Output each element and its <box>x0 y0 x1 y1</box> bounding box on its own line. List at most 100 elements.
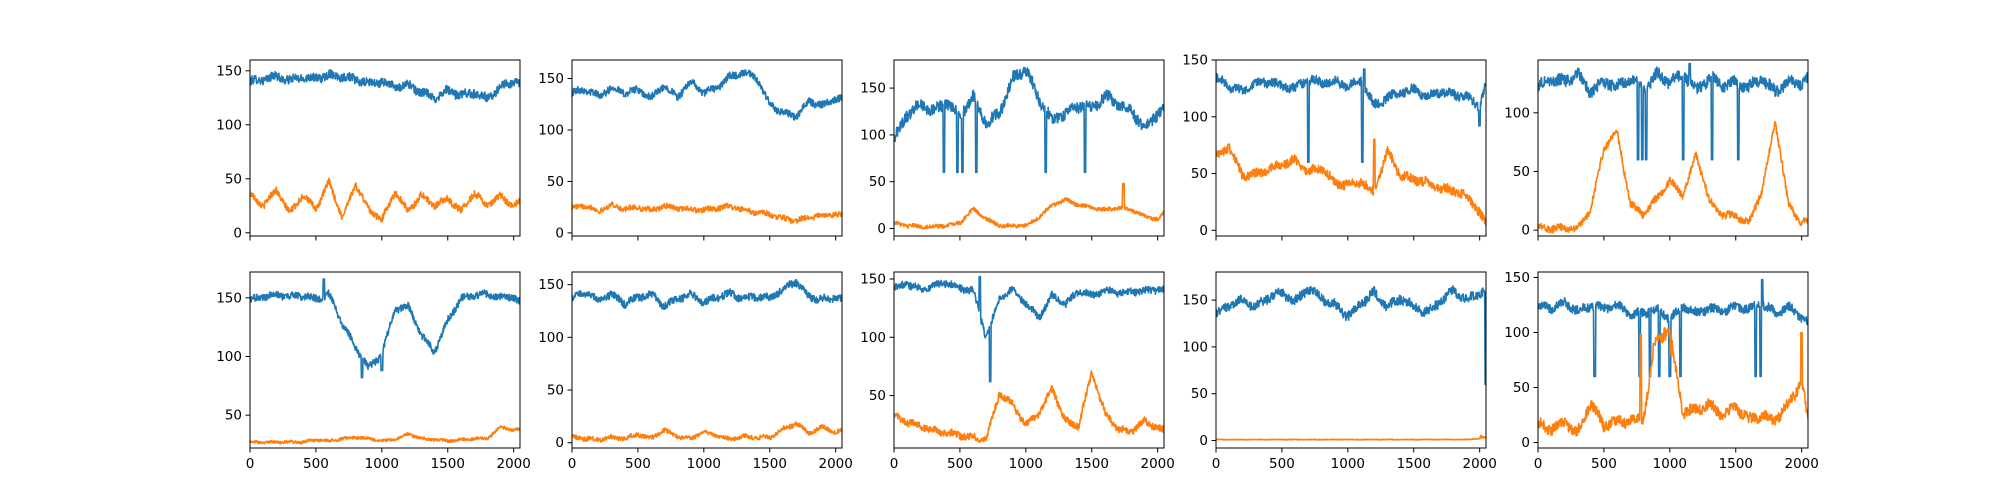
y-tick-label: 100 <box>1504 105 1530 121</box>
x-tick-label: 2000 <box>496 456 530 472</box>
series-line-1 <box>1216 285 1486 386</box>
subplot-2: 0 50 100 150 <box>538 59 843 241</box>
x-tick-label: 0 <box>890 456 899 472</box>
axes-frame <box>893 271 1165 449</box>
y-tick-label: 150 <box>216 63 242 79</box>
y-tick-label: 0 <box>1521 435 1530 451</box>
x-tick-label: 500 <box>303 456 329 472</box>
y-tick-label: 0 <box>233 225 242 241</box>
y-tick-label: 100 <box>1182 339 1208 355</box>
x-tick-label: 1500 <box>753 456 787 472</box>
y-tick-label: 100 <box>538 330 564 346</box>
series-line-2 <box>250 425 520 445</box>
plot-area <box>1538 278 1808 437</box>
x-tick-label: 0 <box>246 456 255 472</box>
y-tick-label: 150 <box>1182 293 1208 309</box>
y-tick-label: 50 <box>547 174 564 190</box>
axes-frame <box>571 271 843 449</box>
x-tick-label: 1500 <box>431 456 465 472</box>
subplot-9: 0 500 1000 1500 2000 0 50 100 150 <box>1182 271 1497 472</box>
axes-frame <box>249 271 521 449</box>
y-tick-label: 0 <box>1199 223 1208 239</box>
axes-frame <box>1215 59 1487 237</box>
axes-frame <box>249 59 521 237</box>
subplot-8: 0 500 1000 1500 2000 50 100 150 <box>860 271 1175 472</box>
y-tick-label: 100 <box>1182 109 1208 125</box>
plot-area <box>894 66 1164 230</box>
plot-area <box>894 275 1164 444</box>
x-tick-label: 0 <box>1534 456 1543 472</box>
x-tick-label: 1500 <box>1075 456 1109 472</box>
series-line-2 <box>894 182 1164 230</box>
series-line-1 <box>572 278 842 311</box>
series-line-1 <box>1538 278 1808 378</box>
series-line-1 <box>1538 62 1808 161</box>
y-tick-label: 100 <box>1504 325 1530 341</box>
y-tick-label: 50 <box>1513 380 1530 396</box>
x-tick-label: 2000 <box>1462 456 1496 472</box>
series-line-1 <box>1216 68 1486 163</box>
plot-area <box>250 69 520 223</box>
subplot-5: 0 50 100 <box>1504 59 1809 241</box>
y-tick-label: 100 <box>860 127 886 143</box>
y-tick-label: 100 <box>860 330 886 346</box>
series-line-1 <box>250 278 520 379</box>
series-line-1 <box>250 69 520 104</box>
y-tick-label: 150 <box>860 271 886 287</box>
x-tick-label: 500 <box>947 456 973 472</box>
axes-frame <box>1537 59 1809 237</box>
axes-frame <box>1215 271 1487 449</box>
y-tick-label: 100 <box>216 117 242 133</box>
x-tick-label: 1000 <box>687 456 721 472</box>
plot-area <box>1216 285 1486 441</box>
x-tick-label: 1000 <box>1331 456 1365 472</box>
plot-area <box>250 278 520 445</box>
axes-frame <box>1537 271 1809 449</box>
y-tick-label: 150 <box>538 277 564 293</box>
plot-area <box>1216 68 1486 226</box>
y-tick-label: 50 <box>547 383 564 399</box>
y-tick-label: 50 <box>225 408 242 424</box>
y-tick-label: 150 <box>538 71 564 87</box>
subplot-10: 0 500 1000 1500 2000 0 50 100 150 <box>1504 270 1819 472</box>
x-tick-label: 1500 <box>1397 456 1431 472</box>
x-tick-label: 500 <box>1591 456 1617 472</box>
x-tick-label: 1500 <box>1719 456 1753 472</box>
plot-area <box>572 69 842 224</box>
x-tick-label: 500 <box>625 456 651 472</box>
series-line-2 <box>1538 120 1808 234</box>
y-tick-label: 0 <box>555 225 564 241</box>
series-line-1 <box>572 69 842 121</box>
y-tick-label: 150 <box>860 81 886 97</box>
series-line-2 <box>572 421 842 443</box>
x-tick-label: 1000 <box>365 456 399 472</box>
y-tick-label: 0 <box>555 435 564 451</box>
x-tick-label: 2000 <box>1784 456 1818 472</box>
y-tick-label: 0 <box>1199 433 1208 449</box>
y-tick-label: 100 <box>216 349 242 365</box>
series-line-2 <box>1538 327 1808 437</box>
plot-area <box>1538 62 1808 234</box>
series-line-2 <box>250 177 520 223</box>
y-tick-label: 0 <box>877 221 886 237</box>
series-line-2 <box>1216 435 1486 441</box>
subplot-4: 0 50 100 150 <box>1182 53 1487 241</box>
x-tick-label: 0 <box>568 456 577 472</box>
subplot-7: 0 500 1000 1500 2000 0 50 100 150 <box>538 271 853 472</box>
y-tick-label: 0 <box>1521 223 1530 239</box>
series-line-1 <box>894 275 1164 383</box>
x-tick-label: 1000 <box>1009 456 1043 472</box>
x-tick-label: 0 <box>1212 456 1221 472</box>
y-tick-label: 50 <box>225 171 242 187</box>
y-tick-label: 50 <box>1513 164 1530 180</box>
subplot-1: 0 50 100 150 <box>216 59 521 241</box>
axes-frame <box>893 59 1165 237</box>
y-tick-label: 50 <box>1191 386 1208 402</box>
series-line-2 <box>572 201 842 224</box>
x-tick-label: 500 <box>1269 456 1295 472</box>
subplot-3: 0 50 100 150 <box>860 59 1165 241</box>
y-tick-label: 50 <box>869 388 886 404</box>
axes-frame <box>571 59 843 237</box>
